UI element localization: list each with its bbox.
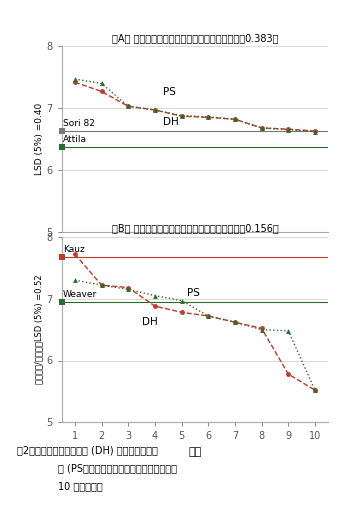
Text: 法 (PS　により選抜されたそれぞれ上位の: 法 (PS により選抜されたそれぞれ上位の [58, 464, 177, 473]
Text: 図2　小麦の半数体育種法 (DH) および系統育種: 図2 小麦の半数体育種法 (DH) および系統育種 [17, 445, 158, 455]
Text: DH: DH [142, 317, 157, 327]
Text: Kauz: Kauz [63, 245, 84, 254]
Text: 10 系統の収量: 10 系統の収量 [58, 482, 103, 491]
Text: PS: PS [187, 287, 200, 298]
X-axis label: 系統: 系統 [188, 447, 201, 457]
Y-axis label: LSD (5%) =0.40: LSD (5%) =0.40 [35, 103, 43, 175]
Title: （A） 系譜上両親が近縁な組合わせ（近縁係数：0.383）: （A） 系譜上両親が近縁な組合わせ（近縁係数：0.383） [112, 33, 278, 43]
Title: （B） 系譜上両親が遠縁な組合わせ（近縁係数：0.156）: （B） 系譜上両親が遠縁な組合わせ（近縁係数：0.156） [111, 224, 278, 233]
Text: Sori 82: Sori 82 [63, 119, 95, 128]
Text: PS: PS [163, 87, 176, 96]
Text: DH: DH [163, 117, 179, 127]
Y-axis label: 収量（ｔ/ｈａ），LSD (5%) =0.52: 収量（ｔ/ｈａ），LSD (5%) =0.52 [35, 275, 43, 384]
Text: Weaver: Weaver [63, 290, 97, 299]
Text: Attila: Attila [63, 135, 87, 144]
